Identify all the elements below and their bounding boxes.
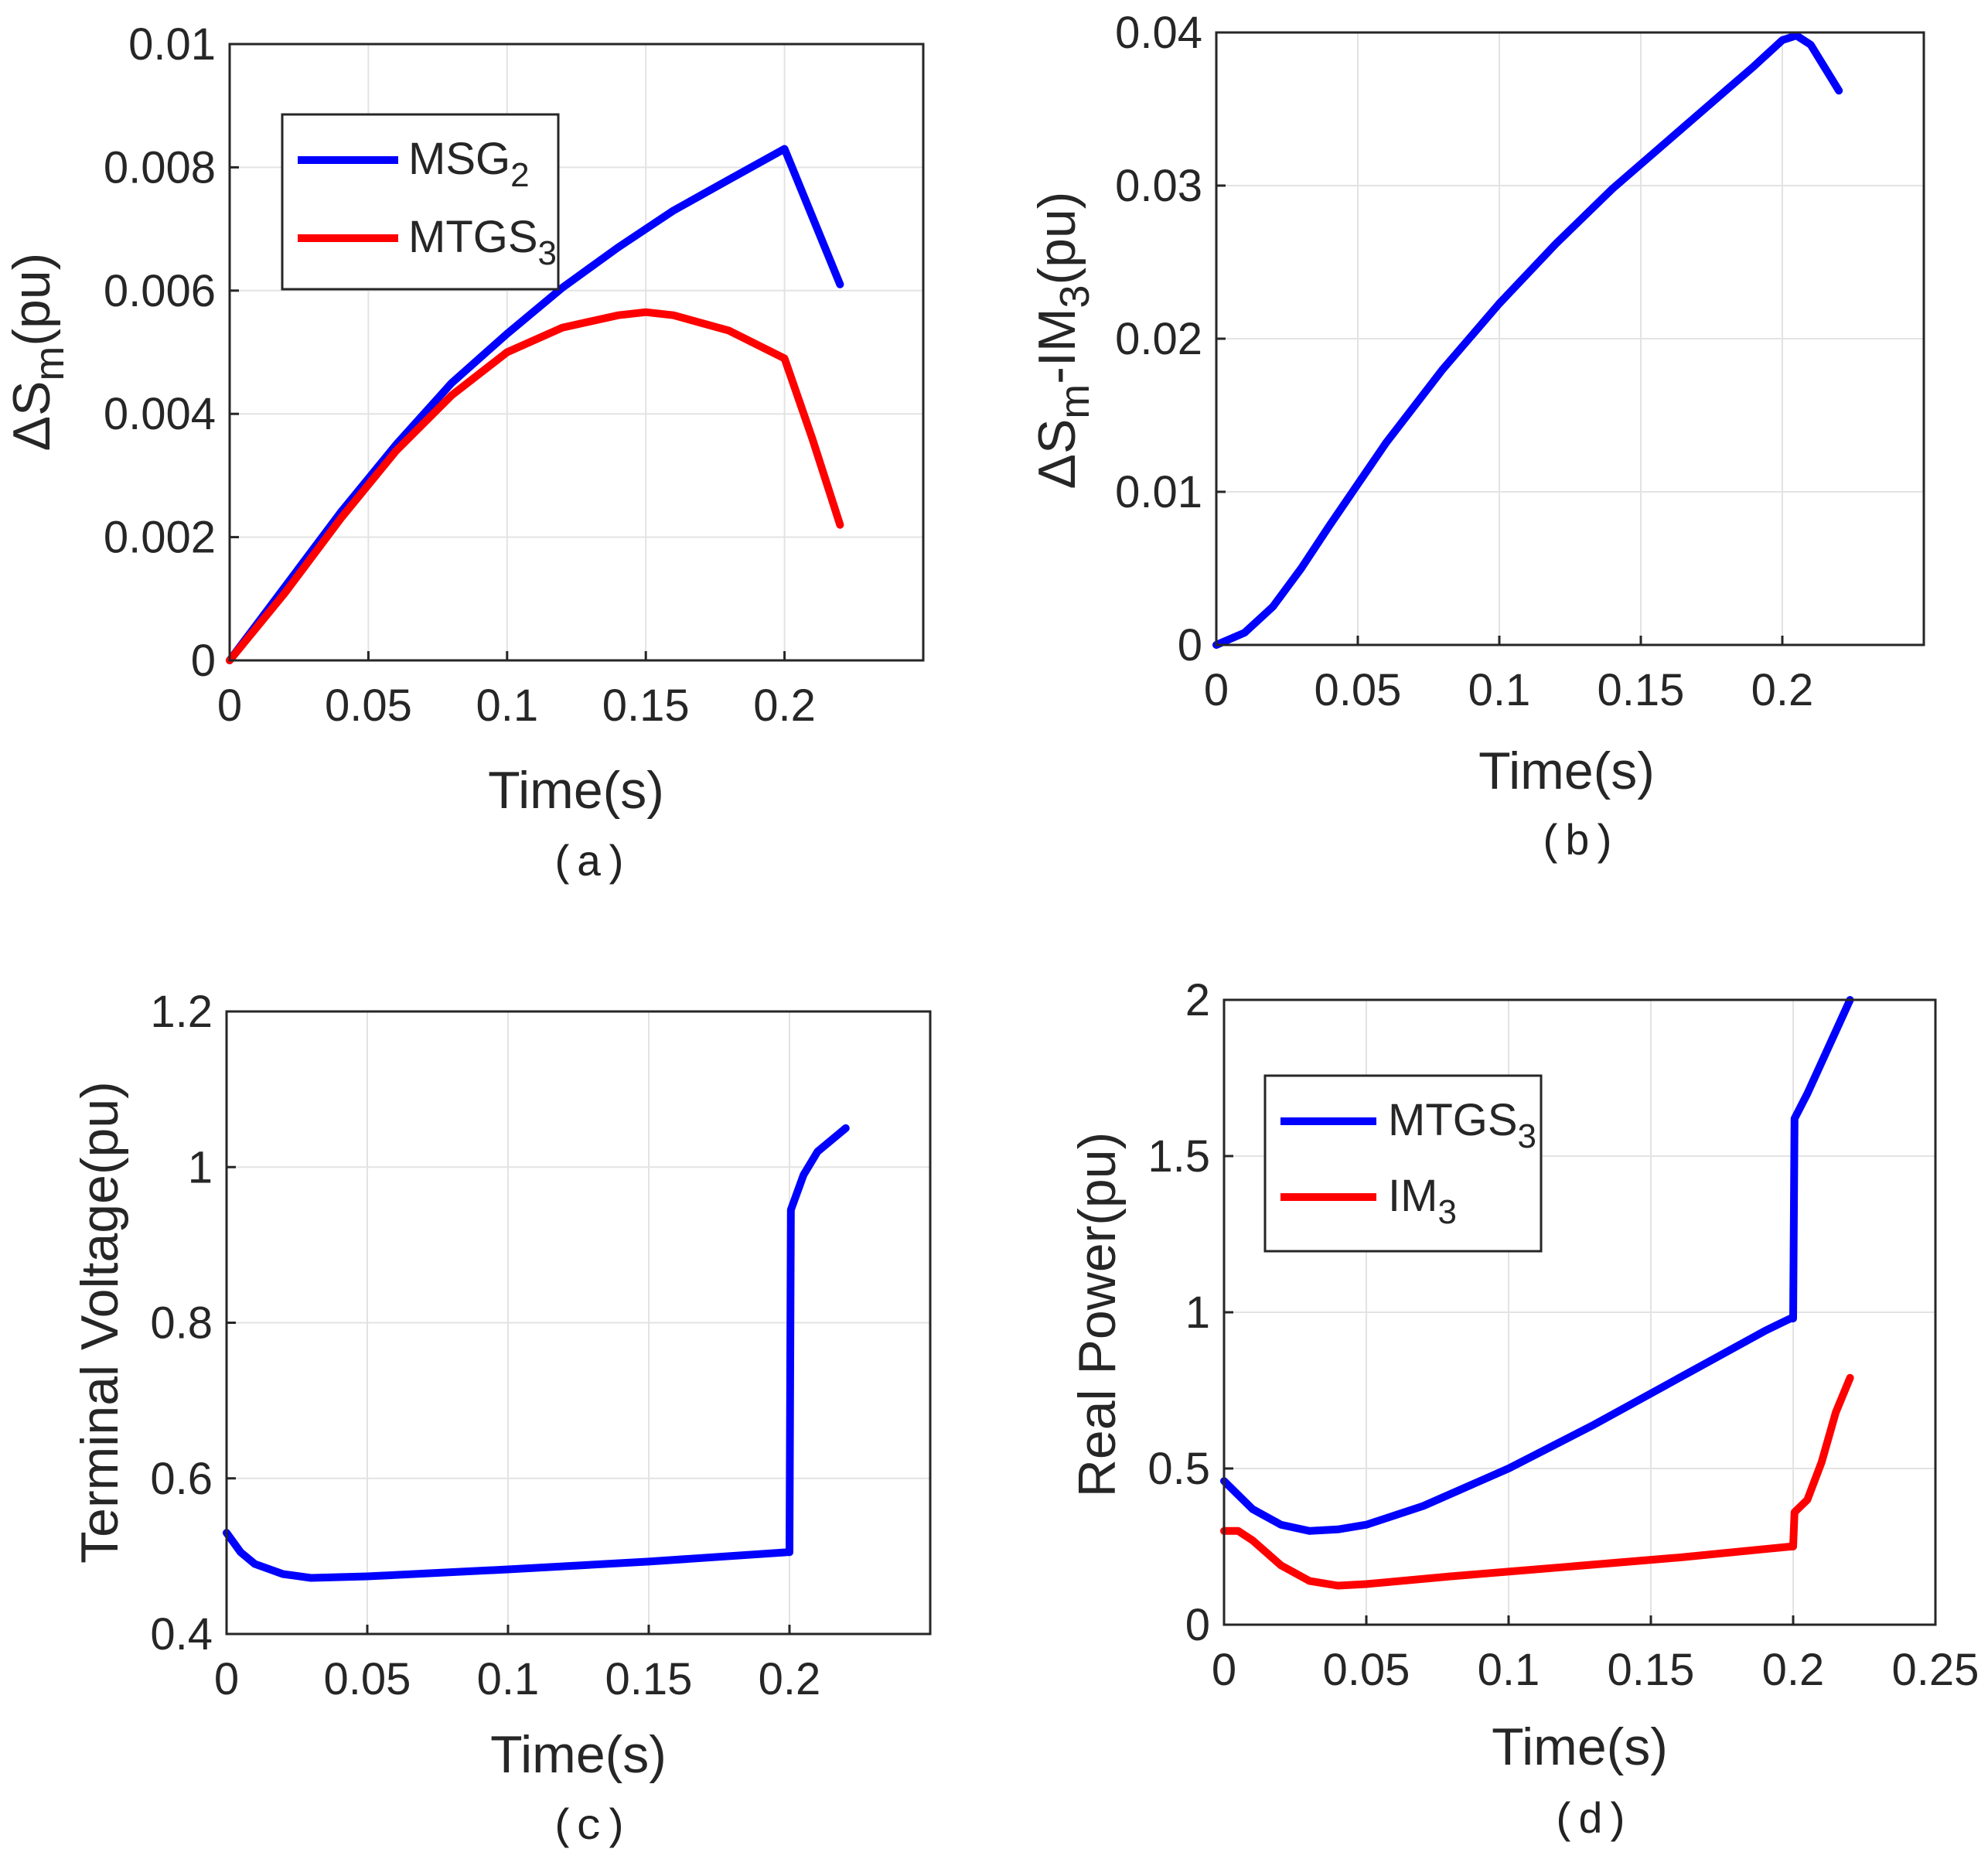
panel-a-xtick-label-4: 0.2: [753, 680, 816, 731]
panel-a-ytick-label-1: 0.002: [104, 513, 216, 563]
panel-b-xlabel: Time(s): [1478, 742, 1655, 800]
panel-d-ylabel: Real Power(pu): [1068, 1132, 1127, 1497]
panel-b-xtick-label-2: 0.1: [1468, 665, 1531, 715]
panel-b-series: [1212, 32, 1843, 649]
panel-b-series-line-0: [1212, 32, 1843, 649]
panel-d-legend: MTGS3 IM3: [1263, 1074, 1543, 1253]
panel-b-ytick-label-1: 0.01: [1115, 467, 1202, 517]
panel-b-ytick-label-2: 0.02: [1115, 314, 1202, 364]
panel-c-xtick-label-0: 0: [214, 1654, 239, 1704]
panel-c-series-line-0: [223, 1124, 850, 1582]
panel-c-ytick-label-1: 0.6: [150, 1454, 213, 1504]
panel-a-xtick-label-0: 0: [217, 680, 242, 731]
panel-c-ytick-label-4: 1.2: [150, 987, 213, 1037]
panel-d-ytick-label-0: 0: [1185, 1600, 1210, 1650]
panel-c-ylabel: Terminal Voltage(pu): [70, 1081, 129, 1564]
panel-a-series-line-0: [226, 145, 844, 664]
panel-d-xtick-label-1: 0.05: [1323, 1645, 1410, 1695]
panel-a-legend-label-mtgs3: MTGS3: [408, 212, 557, 272]
panel-a-series-line-1: [226, 308, 844, 664]
panel-d-ytick-label-4: 2: [1185, 975, 1210, 1025]
panel-c-xtick-label-1: 0.05: [324, 1654, 411, 1704]
panel-c-ytick-label-2: 0.8: [150, 1298, 213, 1349]
panel-c: 0 0.05 0.1 0.15 0.2 0.4 0.6 0.8 1 1.2 Time(s) Ter…: [70, 987, 932, 1852]
panel-d-ytick-label-1: 0.5: [1147, 1444, 1210, 1494]
panel-b-ylabel: ΔSm-IM3(pu): [1028, 192, 1098, 489]
panel-a-legend-box: [281, 113, 560, 291]
panel-b-caption: (b): [1539, 818, 1617, 868]
panel-d-legend-label-mtgs3: MTGS3: [1388, 1095, 1536, 1155]
panel-c-xtick-label-2: 0.1: [477, 1654, 540, 1704]
panel-c-xlabel: Time(s): [490, 1725, 667, 1784]
panel-a-axes-box: [228, 43, 925, 662]
panel-d-ytick-label-3: 1.5: [1147, 1131, 1210, 1182]
panel-a-ytick-label-2: 0.004: [104, 389, 216, 439]
panel-d-xlabel: Time(s): [1492, 1717, 1668, 1776]
panel-c-xtick-label-3: 0.15: [605, 1654, 693, 1704]
panel-b-xtick-label-1: 0.05: [1315, 665, 1402, 715]
panel-a-ylabel: ΔSm(pu): [2, 253, 73, 452]
panel-d-ytick-label-2: 1: [1185, 1288, 1210, 1338]
panel-a-ytick-label-0: 0: [191, 636, 216, 686]
panel-b-xtick-label-0: 0: [1204, 665, 1229, 715]
panel-b-tick-labels: 0 0.05 0.1 0.15 0.2 0 0.01 0.02 0.03 0.04: [1115, 8, 1813, 715]
panel-d-xtick-label-2: 0.1: [1478, 1645, 1540, 1695]
panel-d-legend-label-im3: IM3: [1388, 1171, 1457, 1231]
panel-d-legend-box: [1263, 1074, 1543, 1253]
panel-a-caption: (a): [551, 839, 629, 889]
panel-c-tick-labels: 0 0.05 0.1 0.15 0.2 0.4 0.6 0.8 1 1.2: [150, 987, 820, 1704]
panel-d-caption: (d): [1552, 1796, 1630, 1846]
panel-b-ytick-label-4: 0.04: [1115, 8, 1202, 58]
panel-b-ytick-label-3: 0.03: [1115, 161, 1202, 211]
panel-b-xtick-label-4: 0.2: [1751, 665, 1814, 715]
panel-d-series-line-1: [1220, 1373, 1854, 1590]
panel-a-ytick-label-5: 0.01: [128, 19, 216, 70]
panel-a-legend: MSG2 MTGS3: [281, 113, 560, 291]
panel-d-series: [1220, 996, 1854, 1590]
panel-a-ytick-label-4: 0.008: [104, 142, 216, 193]
panel-c-ytick-label-3: 1: [188, 1142, 213, 1192]
panel-d-tick-labels: 0 0.05 0.1 0.15 0.2 0.25 0 0.5 1 1.5 2: [1147, 975, 1979, 1695]
panel-a-xtick-label-1: 0.05: [325, 680, 412, 731]
panel-d: 0 0.05 0.1 0.15 0.2 0.25 0 0.5 1 1.5 2 Time(s) Rea…: [1068, 975, 1979, 1846]
panel-b: 0 0.05 0.1 0.15 0.2 0 0.01 0.02 0.03 0.04 Time(s)…: [1028, 8, 1925, 868]
panel-b-ytick-label-0: 0: [1178, 620, 1202, 670]
panel-a-ytick-label-3: 0.006: [104, 266, 216, 316]
panel-a-xtick-label-2: 0.1: [476, 680, 538, 731]
panel-d-xtick-label-0: 0: [1212, 1645, 1236, 1695]
panel-b-xtick-label-3: 0.15: [1598, 665, 1685, 715]
panel-c-caption: (c): [551, 1803, 629, 1852]
panel-a: 0 0.05 0.1 0.15 0.2 0 0.002 0.004 0.006 0.008 0.01…: [2, 19, 925, 889]
panel-a-xlabel: Time(s): [488, 761, 664, 820]
panel-d-xtick-label-4: 0.2: [1762, 1645, 1825, 1695]
panel-d-xtick-label-5: 0.25: [1892, 1645, 1979, 1695]
panel-a-tick-labels: 0 0.05 0.1 0.15 0.2 0 0.002 0.004 0.006 0.008 0.01: [104, 19, 816, 731]
panel-c-xtick-label-4: 0.2: [759, 1654, 821, 1704]
panel-c-series: [223, 1124, 850, 1582]
panel-d-xtick-label-3: 0.15: [1608, 1645, 1695, 1695]
panel-a-legend-label-msg2: MSG2: [408, 134, 530, 194]
panel-d-series-line-0: [1220, 996, 1854, 1535]
panel-a-series: [226, 145, 844, 664]
panel-c-ytick-label-0: 0.4: [150, 1609, 213, 1659]
panel-a-xtick-label-3: 0.15: [602, 680, 690, 731]
